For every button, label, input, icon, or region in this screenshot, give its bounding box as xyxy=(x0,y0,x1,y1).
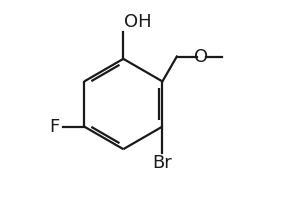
Text: Br: Br xyxy=(152,154,172,172)
Text: O: O xyxy=(194,48,208,66)
Text: OH: OH xyxy=(124,13,152,31)
Text: F: F xyxy=(49,118,60,136)
